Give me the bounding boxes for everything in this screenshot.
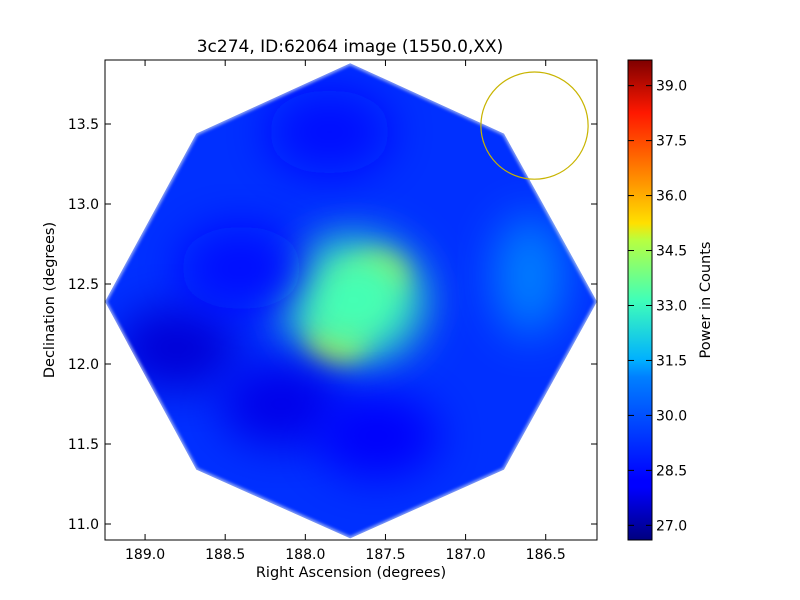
footprint-edge bbox=[105, 63, 597, 539]
y-tick-label: 13.5 bbox=[68, 117, 99, 133]
y-tick-label: 11.0 bbox=[68, 517, 99, 533]
colorbar-tick-label: 37.5 bbox=[656, 134, 687, 150]
x-tick-label: 188.5 bbox=[205, 547, 245, 563]
heatmap-warm-region bbox=[283, 238, 424, 362]
colorbar-gradient bbox=[628, 60, 652, 540]
y-tick-label: 11.5 bbox=[68, 437, 99, 453]
region-circle bbox=[480, 71, 589, 180]
plot-frame bbox=[104, 59, 598, 541]
heatmap-cool-region bbox=[315, 394, 440, 478]
x-tick-label: 186.5 bbox=[526, 547, 566, 563]
chart-title: 3c274, ID:62064 image (1550.0,XX) bbox=[197, 37, 504, 57]
colorbar-tick-label: 31.5 bbox=[656, 353, 687, 369]
colorbar: 27.0 28.5 30.0 31.5 33.0 34.5 36.0 37.5 39.0 Pow… bbox=[627, 59, 714, 541]
x-tick-label: 189.0 bbox=[125, 547, 165, 563]
x-tick-label: 188.0 bbox=[285, 547, 325, 563]
x-tick-label: 187.0 bbox=[446, 547, 486, 563]
colorbar-tick-label: 27.0 bbox=[656, 518, 687, 534]
y-tick-label: 13.0 bbox=[68, 197, 99, 213]
heatmap-cool-region bbox=[179, 226, 304, 310]
colorbar-tick-label: 28.5 bbox=[656, 463, 687, 479]
colorbar-tick-label: 33.0 bbox=[656, 298, 687, 314]
heatmap-cool-region bbox=[219, 362, 344, 446]
heatmap-warm-region bbox=[493, 216, 566, 336]
plot-area: 189.0 188.5 188.0 187.5 187.0 186.5 11.0 11.5 1… bbox=[68, 59, 598, 563]
y-tick-label: 12.5 bbox=[68, 277, 99, 293]
x-tick-label: 187.5 bbox=[365, 547, 405, 563]
colorbar-tick-label: 34.5 bbox=[656, 244, 687, 260]
y-axis-label: Declination (degrees) bbox=[42, 222, 58, 378]
heatmap-cool-region bbox=[267, 90, 392, 174]
heatmap-cool-region bbox=[115, 306, 240, 390]
colorbar-frame bbox=[627, 59, 653, 541]
colorbar-tick-label: 30.0 bbox=[656, 408, 687, 424]
colorbar-label: Power in Counts bbox=[698, 242, 714, 359]
y-tick-label: 12.0 bbox=[68, 357, 99, 373]
colorbar-tick-label: 39.0 bbox=[656, 79, 687, 95]
colorbar-tick-label: 36.0 bbox=[656, 189, 687, 205]
x-axis-label: Right Ascension (degrees) bbox=[256, 565, 446, 581]
heatmap-image bbox=[105, 63, 597, 539]
